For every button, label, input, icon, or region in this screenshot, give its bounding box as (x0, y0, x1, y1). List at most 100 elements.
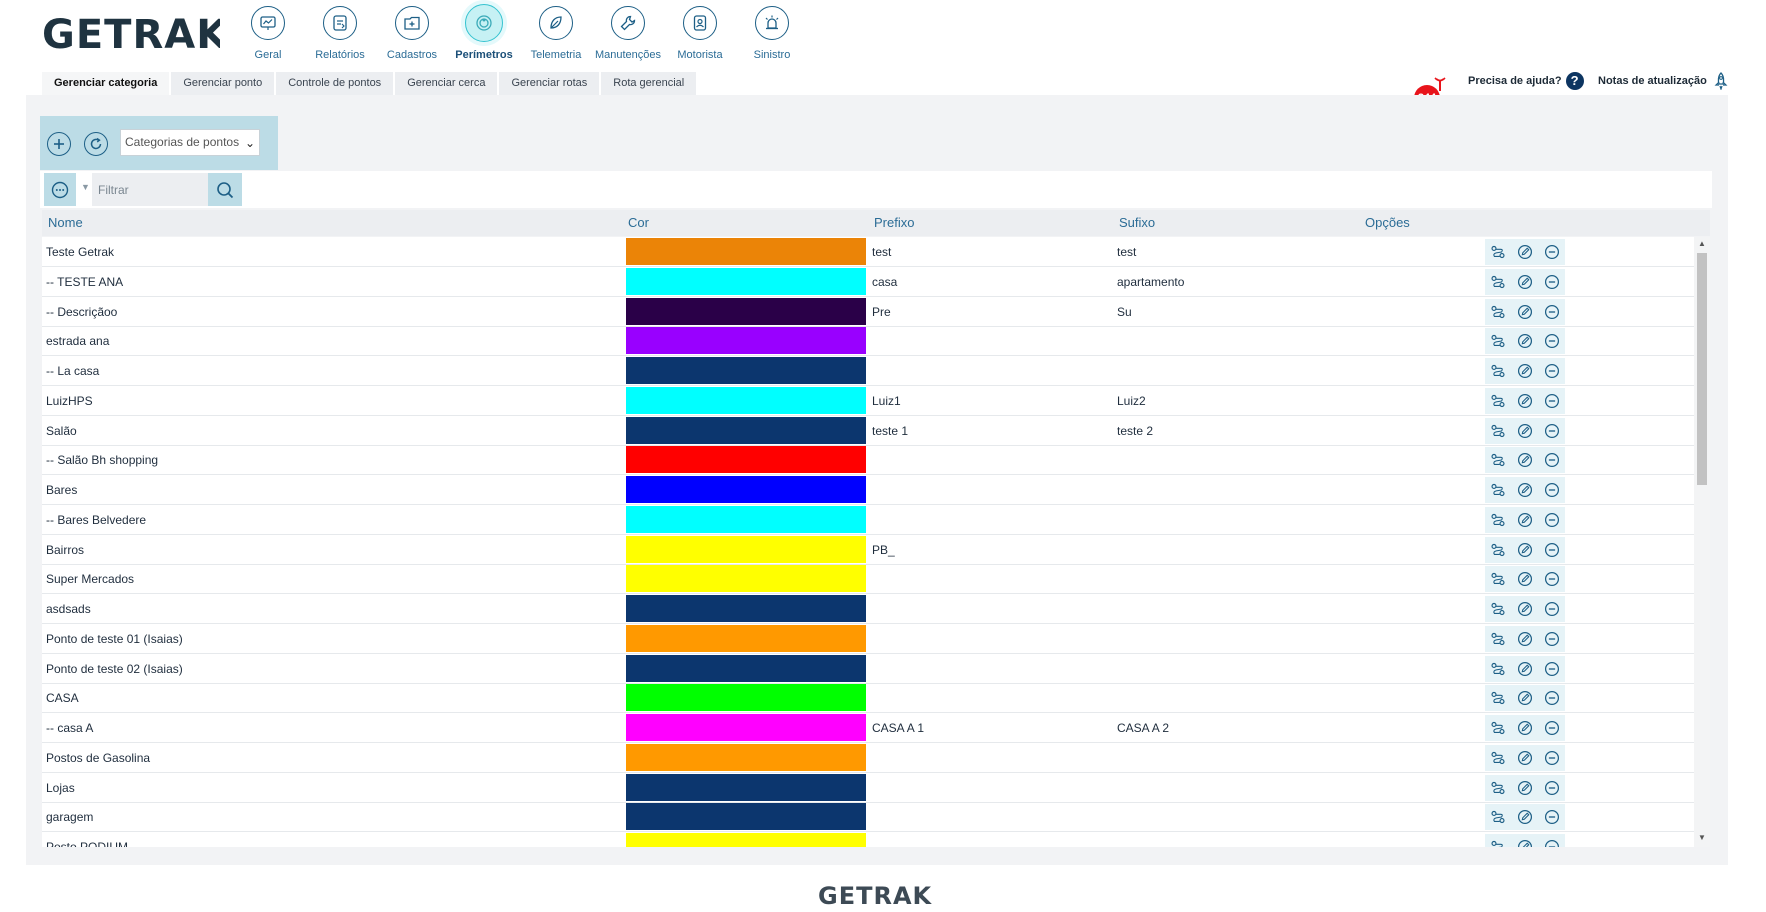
route-button[interactable] (1488, 807, 1508, 827)
route-button[interactable] (1488, 302, 1508, 322)
remove-button[interactable] (1542, 718, 1562, 738)
remove-button[interactable] (1542, 540, 1562, 560)
remove-button[interactable] (1542, 659, 1562, 679)
edit-button[interactable] (1515, 510, 1535, 530)
remove-button[interactable] (1542, 510, 1562, 530)
tab-gerenciar-rotas[interactable]: Gerenciar rotas (499, 72, 600, 95)
route-button[interactable] (1488, 778, 1508, 798)
tab-rota-gerencial[interactable]: Rota gerencial (601, 72, 697, 95)
category-type-select[interactable]: Categorias de pontos ⌄ (120, 129, 260, 156)
edit-button[interactable] (1515, 688, 1535, 708)
more-options-button[interactable] (44, 173, 76, 206)
edit-button[interactable] (1515, 272, 1535, 292)
route-button[interactable] (1488, 748, 1508, 768)
route-button[interactable] (1488, 242, 1508, 262)
nav-item-sinistro[interactable]: Sinistro (736, 6, 808, 61)
remove-icon (1544, 512, 1559, 527)
nav-item-perimetros[interactable]: Perímetros (448, 4, 520, 61)
scroll-up-arrow-icon[interactable]: ▲ (1698, 239, 1706, 248)
nav-item-geral[interactable]: Geral (232, 6, 304, 61)
tab-gerenciar-ponto[interactable]: Gerenciar ponto (171, 72, 275, 95)
tab-controle-de-pontos[interactable]: Controle de pontos (276, 72, 394, 95)
route-button[interactable] (1488, 718, 1508, 738)
remove-button[interactable] (1542, 361, 1562, 381)
release-notes-link[interactable]: Notas de atualização (1598, 72, 1729, 90)
route-button[interactable] (1488, 659, 1508, 679)
edit-button[interactable] (1515, 450, 1535, 470)
edit-button[interactable] (1515, 361, 1535, 381)
remove-button[interactable] (1542, 421, 1562, 441)
row-options (1485, 834, 1565, 847)
route-button[interactable] (1488, 272, 1508, 292)
remove-button[interactable] (1542, 688, 1562, 708)
edit-button[interactable] (1515, 748, 1535, 768)
route-button[interactable] (1488, 331, 1508, 351)
add-category-button[interactable] (47, 132, 71, 156)
nav-item-manutencoes[interactable]: Manutenções (592, 6, 664, 61)
remove-button[interactable] (1542, 569, 1562, 589)
route-icon (1491, 364, 1505, 378)
scroll-down-arrow-icon[interactable]: ▼ (1698, 833, 1706, 842)
edit-button[interactable] (1515, 629, 1535, 649)
search-button[interactable] (208, 173, 242, 206)
help-link[interactable]: Precisa de ajuda? ? (1468, 72, 1584, 90)
remove-button[interactable] (1542, 272, 1562, 292)
edit-button[interactable] (1515, 480, 1535, 500)
route-button[interactable] (1488, 569, 1508, 589)
route-button[interactable] (1488, 540, 1508, 560)
route-button[interactable] (1488, 837, 1508, 847)
column-cor[interactable]: Cor (628, 215, 649, 230)
edit-button[interactable] (1515, 569, 1535, 589)
remove-button[interactable] (1542, 748, 1562, 768)
route-icon (1491, 245, 1505, 259)
column-nome[interactable]: Nome (48, 215, 83, 230)
remove-button[interactable] (1542, 837, 1562, 847)
route-button[interactable] (1488, 510, 1508, 530)
edit-button[interactable] (1515, 659, 1535, 679)
edit-button[interactable] (1515, 807, 1535, 827)
remove-button[interactable] (1542, 778, 1562, 798)
route-button[interactable] (1488, 629, 1508, 649)
route-button[interactable] (1488, 450, 1508, 470)
route-button[interactable] (1488, 361, 1508, 381)
edit-button[interactable] (1515, 242, 1535, 262)
edit-button[interactable] (1515, 421, 1535, 441)
nav-item-telemetria[interactable]: Telemetria (520, 6, 592, 61)
remove-button[interactable] (1542, 450, 1562, 470)
remove-button[interactable] (1542, 480, 1562, 500)
scrollbar-thumb[interactable] (1697, 253, 1707, 485)
route-button[interactable] (1488, 688, 1508, 708)
remove-button[interactable] (1542, 302, 1562, 322)
nav-item-cadastros[interactable]: Cadastros (376, 6, 448, 61)
remove-button[interactable] (1542, 807, 1562, 827)
refresh-button[interactable] (84, 132, 108, 156)
table-scrollbar[interactable]: ▲ ▼ (1694, 237, 1710, 847)
column-prefixo[interactable]: Prefixo (874, 215, 915, 230)
rocket-icon (1714, 72, 1728, 90)
remove-button[interactable] (1542, 599, 1562, 619)
edit-button[interactable] (1515, 778, 1535, 798)
edit-button[interactable] (1515, 391, 1535, 411)
filter-input[interactable] (92, 173, 208, 206)
remove-button[interactable] (1542, 242, 1562, 262)
tab-gerenciar-cerca[interactable]: Gerenciar cerca (395, 72, 498, 95)
edit-button[interactable] (1515, 331, 1535, 351)
edit-button[interactable] (1515, 599, 1535, 619)
route-icon (1491, 632, 1505, 645)
route-button[interactable] (1488, 391, 1508, 411)
nav-item-motorista[interactable]: Motorista (664, 6, 736, 61)
edit-button[interactable] (1515, 540, 1535, 560)
nav-item-relatorios[interactable]: Relatórios (304, 6, 376, 61)
remove-button[interactable] (1542, 391, 1562, 411)
column-sufixo[interactable]: Sufixo (1119, 215, 1156, 230)
remove-button[interactable] (1542, 331, 1562, 351)
route-button[interactable] (1488, 599, 1508, 619)
tab-gerenciar-categoria[interactable]: Gerenciar categoria (42, 72, 170, 95)
perimeter-icon (465, 4, 503, 42)
edit-button[interactable] (1515, 718, 1535, 738)
route-button[interactable] (1488, 421, 1508, 441)
remove-button[interactable] (1542, 629, 1562, 649)
edit-button[interactable] (1515, 302, 1535, 322)
edit-button[interactable] (1515, 837, 1535, 847)
route-button[interactable] (1488, 480, 1508, 500)
